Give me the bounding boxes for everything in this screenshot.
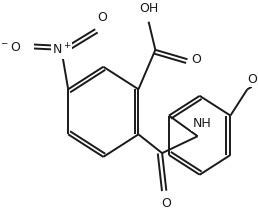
Text: O: O [247,73,257,86]
Text: NH: NH [192,117,211,130]
Text: O: O [191,53,201,66]
Text: N$^+$: N$^+$ [52,42,71,58]
Text: $^-$O: $^-$O [0,42,21,54]
Text: O: O [162,197,171,210]
Text: OH: OH [139,2,158,15]
Text: O: O [97,11,107,24]
